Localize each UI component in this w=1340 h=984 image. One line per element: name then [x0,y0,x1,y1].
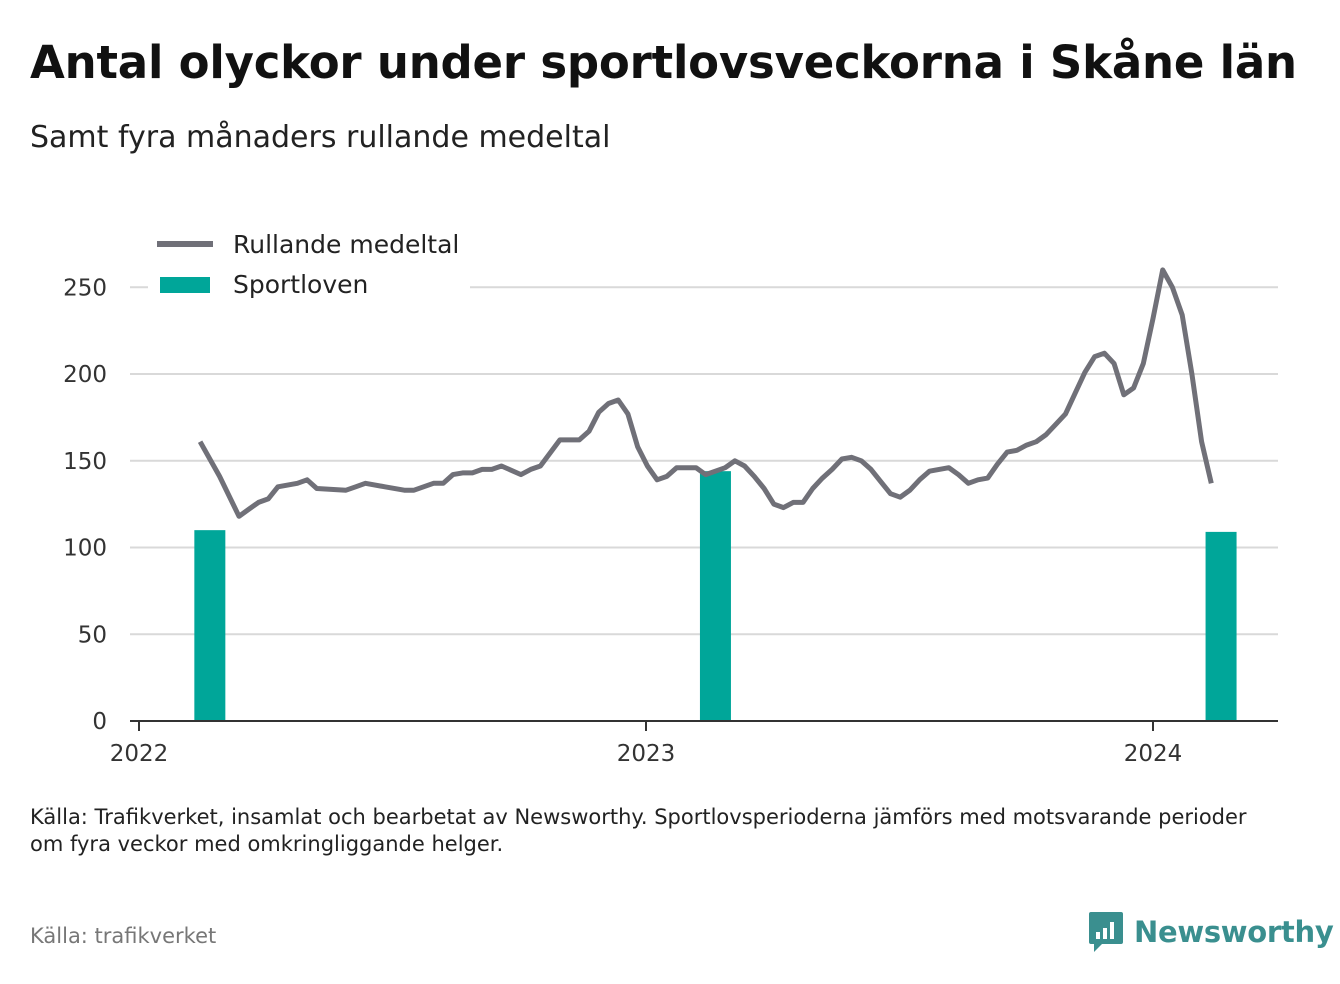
source-text: Källa: trafikverket [30,924,217,948]
chart: 0 50 100 150 200 250 2022 2023 2024 Rullande med… [63,224,1278,767]
line-rullande-medeltal [197,267,1214,519]
y-tick-label-50: 50 [78,622,107,648]
legend-label-line: Rullande medeltal [233,230,459,259]
legend-label-bar: Sportloven [233,270,368,299]
y-tick-label-100: 100 [63,536,107,562]
legend: Rullande medeltal Sportloven [148,224,470,304]
bar-sportlov-2023 [699,471,731,721]
chart-title: Antal olyckor under sportlovsveckorna i … [30,36,1297,89]
bar-sportlov-2022 [194,530,226,721]
axes: 0 50 100 150 200 250 2022 2023 2024 [63,275,1278,767]
y-tick-label-0: 0 [92,709,107,735]
line-series [197,267,1214,519]
bar-sportlov-2024 [1205,531,1237,721]
x-tick-label-2022: 2022 [110,741,169,767]
y-tick-label-150: 150 [63,449,107,475]
newsworthy-logo-icon [1089,912,1123,952]
brand-logo[interactable]: Newsworthy [1088,910,1334,954]
x-tick-label-2023: 2023 [617,741,676,767]
y-tick-label-200: 200 [63,362,107,388]
brand-name: Newsworthy [1134,915,1334,949]
footnote: Källa: Trafikverket, insamlat och bearbe… [30,805,1247,856]
y-tick-label-250: 250 [63,275,107,301]
x-tick-label-2024: 2024 [1124,741,1183,767]
bars [194,471,1237,721]
chart-subtitle: Samt fyra månaders rullande medeltal [30,120,611,155]
legend-bar-swatch [160,277,210,293]
